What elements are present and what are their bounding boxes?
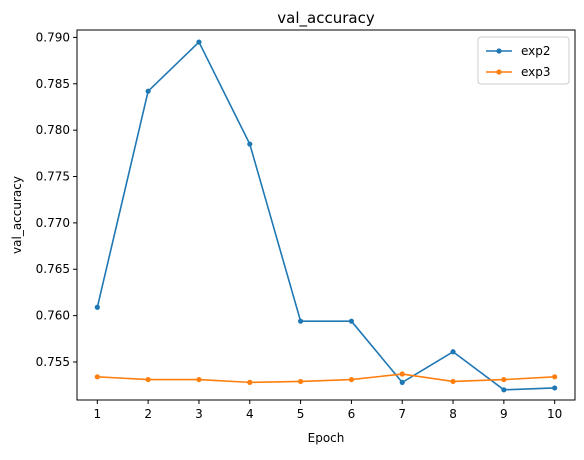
x-tick-label: 10 bbox=[547, 407, 562, 421]
legend: exp2 exp3 bbox=[477, 36, 570, 85]
chart-title: val_accuracy bbox=[277, 9, 375, 28]
y-tick-label: 0.780 bbox=[36, 123, 70, 137]
x-axis: 1 2 3 4 5 6 7 8 9 10 bbox=[94, 400, 562, 421]
data-point-exp2 bbox=[501, 387, 507, 393]
data-point-exp2 bbox=[196, 39, 202, 45]
y-axis-label: val_accuracy bbox=[10, 176, 24, 254]
data-point-exp2 bbox=[348, 318, 355, 324]
series-exp2 bbox=[94, 39, 558, 393]
data-point-exp3 bbox=[297, 378, 304, 385]
x-tick-label: 2 bbox=[144, 407, 152, 421]
data-point-exp3 bbox=[94, 374, 100, 380]
data-point-exp2 bbox=[552, 385, 558, 391]
legend-label-exp3: exp3 bbox=[521, 65, 551, 79]
x-axis-label: Epoch bbox=[308, 431, 345, 445]
x-tick-label: 5 bbox=[297, 407, 305, 421]
x-tick-label: 7 bbox=[398, 407, 406, 421]
series-layer bbox=[94, 39, 558, 393]
data-point-exp2 bbox=[450, 349, 456, 355]
data-point-exp2 bbox=[247, 141, 253, 147]
legend-marker-exp2 bbox=[496, 48, 502, 54]
data-point-exp3 bbox=[450, 378, 456, 385]
data-point-exp3 bbox=[501, 376, 507, 383]
x-tick-label: 8 bbox=[449, 407, 457, 421]
series-exp3 bbox=[94, 371, 558, 385]
y-tick-label: 0.775 bbox=[36, 170, 70, 184]
data-point-exp3 bbox=[399, 371, 405, 377]
y-tick-label: 0.785 bbox=[36, 77, 70, 91]
data-point-exp2 bbox=[94, 304, 100, 310]
series-line-exp3 bbox=[97, 373, 555, 384]
plot-frame bbox=[76, 29, 576, 401]
data-point-exp2 bbox=[297, 318, 304, 324]
data-point-exp3 bbox=[145, 376, 151, 383]
y-tick-label: 0.765 bbox=[36, 262, 70, 276]
x-tick-label: 1 bbox=[94, 407, 102, 421]
x-tick-label: 9 bbox=[500, 407, 508, 421]
series-line-exp2 bbox=[96, 41, 555, 391]
legend-label-exp2: exp2 bbox=[521, 44, 551, 58]
legend-marker-exp3 bbox=[496, 69, 502, 75]
y-axis: 0.755 0.760 0.765 0.770 0.775 0.780 0.785 0.790 bbox=[36, 30, 77, 369]
x-tick-label: 3 bbox=[195, 407, 203, 421]
data-point-exp2 bbox=[145, 88, 151, 94]
x-tick-label: 4 bbox=[246, 407, 254, 421]
y-tick-label: 0.760 bbox=[36, 309, 70, 323]
x-tick-label: 6 bbox=[348, 407, 356, 421]
y-tick-label: 0.755 bbox=[36, 355, 70, 369]
y-tick-label: 0.770 bbox=[36, 216, 70, 230]
y-tick-label: 0.790 bbox=[36, 30, 70, 44]
data-point-exp3 bbox=[348, 376, 355, 383]
data-point-exp3 bbox=[196, 376, 202, 383]
plot-area bbox=[77, 30, 575, 400]
data-point-exp3 bbox=[247, 379, 253, 385]
data-point-exp3 bbox=[552, 374, 558, 380]
data-point-exp2 bbox=[399, 379, 405, 385]
